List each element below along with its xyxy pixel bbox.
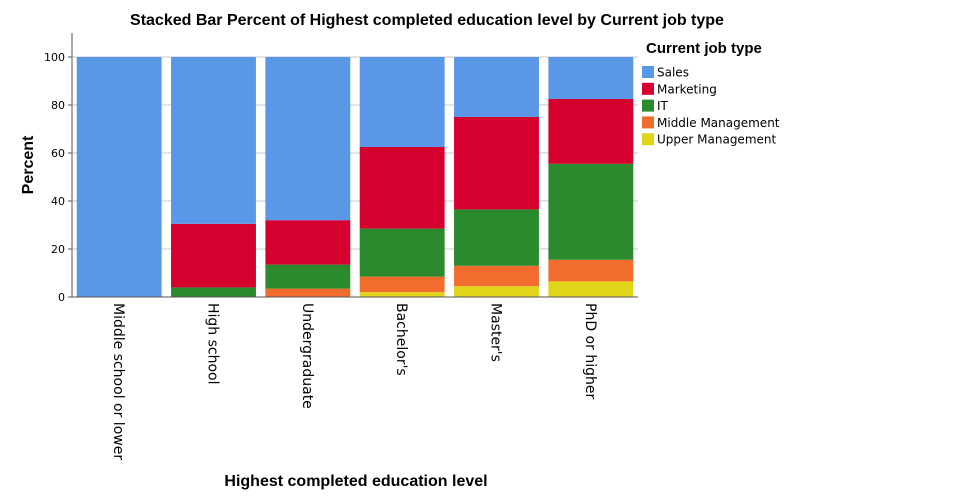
bar-segment bbox=[454, 117, 539, 210]
y-tick-label: 80 bbox=[51, 99, 65, 112]
bar-segment bbox=[548, 163, 634, 260]
y-tick-label: 20 bbox=[51, 243, 65, 256]
bar-segment bbox=[171, 287, 256, 297]
legend-swatch bbox=[642, 133, 654, 146]
bar-segment bbox=[265, 220, 351, 265]
bar-segment bbox=[171, 223, 256, 288]
y-tick-label: 40 bbox=[51, 195, 65, 208]
legend-label: IT bbox=[657, 99, 669, 113]
y-tick-label: 100 bbox=[44, 51, 65, 64]
legend-label: Sales bbox=[657, 66, 689, 80]
legend-swatch bbox=[642, 82, 654, 95]
bar-segment bbox=[359, 276, 445, 293]
legend-swatch bbox=[642, 66, 654, 78]
bar-segment bbox=[265, 288, 351, 297]
legend-label: Upper Management bbox=[657, 133, 776, 147]
x-category-label: Master's bbox=[488, 303, 504, 362]
x-category-label: Undergraduate bbox=[299, 303, 315, 409]
bar-segment bbox=[548, 281, 634, 297]
x-category-labels: Middle school or lower High school Undergr… bbox=[110, 303, 598, 460]
bar-segment bbox=[359, 147, 445, 229]
bar-segment bbox=[265, 57, 351, 221]
x-category-label: PhD or higher bbox=[582, 303, 598, 399]
bars bbox=[76, 57, 634, 297]
y-axis-title: Percent bbox=[20, 135, 37, 194]
bar-segment bbox=[548, 99, 634, 164]
x-category-label: Middle school or lower bbox=[110, 303, 126, 460]
axes bbox=[68, 33, 638, 298]
bar-segment bbox=[454, 286, 539, 297]
bar-segment bbox=[454, 265, 539, 287]
x-category-label: Bachelor's bbox=[393, 303, 409, 376]
x-axis-title: Highest completed education level bbox=[224, 473, 487, 490]
bar-segment bbox=[548, 259, 634, 282]
legend-swatch bbox=[642, 99, 654, 112]
bar-segment bbox=[171, 57, 256, 224]
legend: Current job type Sales Marketing IT Middle … bbox=[642, 40, 780, 147]
x-category-label: High school bbox=[205, 303, 221, 385]
bar-segment bbox=[265, 264, 351, 289]
bar-segment bbox=[359, 292, 445, 297]
chart-title: Stacked Bar Percent of Highest completed… bbox=[130, 12, 724, 29]
bar-segment bbox=[359, 57, 445, 147]
bar-segment bbox=[454, 57, 539, 117]
y-tick-label: 0 bbox=[58, 291, 65, 304]
legend-swatch bbox=[642, 116, 654, 129]
bar-segment bbox=[76, 57, 162, 297]
bar-segment bbox=[454, 209, 539, 266]
bar-segment bbox=[359, 228, 445, 277]
legend-label: Middle Management bbox=[657, 116, 780, 130]
bar-segment bbox=[548, 57, 634, 99]
legend-label: Marketing bbox=[657, 82, 717, 96]
legend-title: Current job type bbox=[646, 40, 762, 57]
y-tick-labels: 0 20 40 60 80 100 bbox=[44, 51, 65, 304]
y-tick-label: 60 bbox=[51, 147, 65, 160]
